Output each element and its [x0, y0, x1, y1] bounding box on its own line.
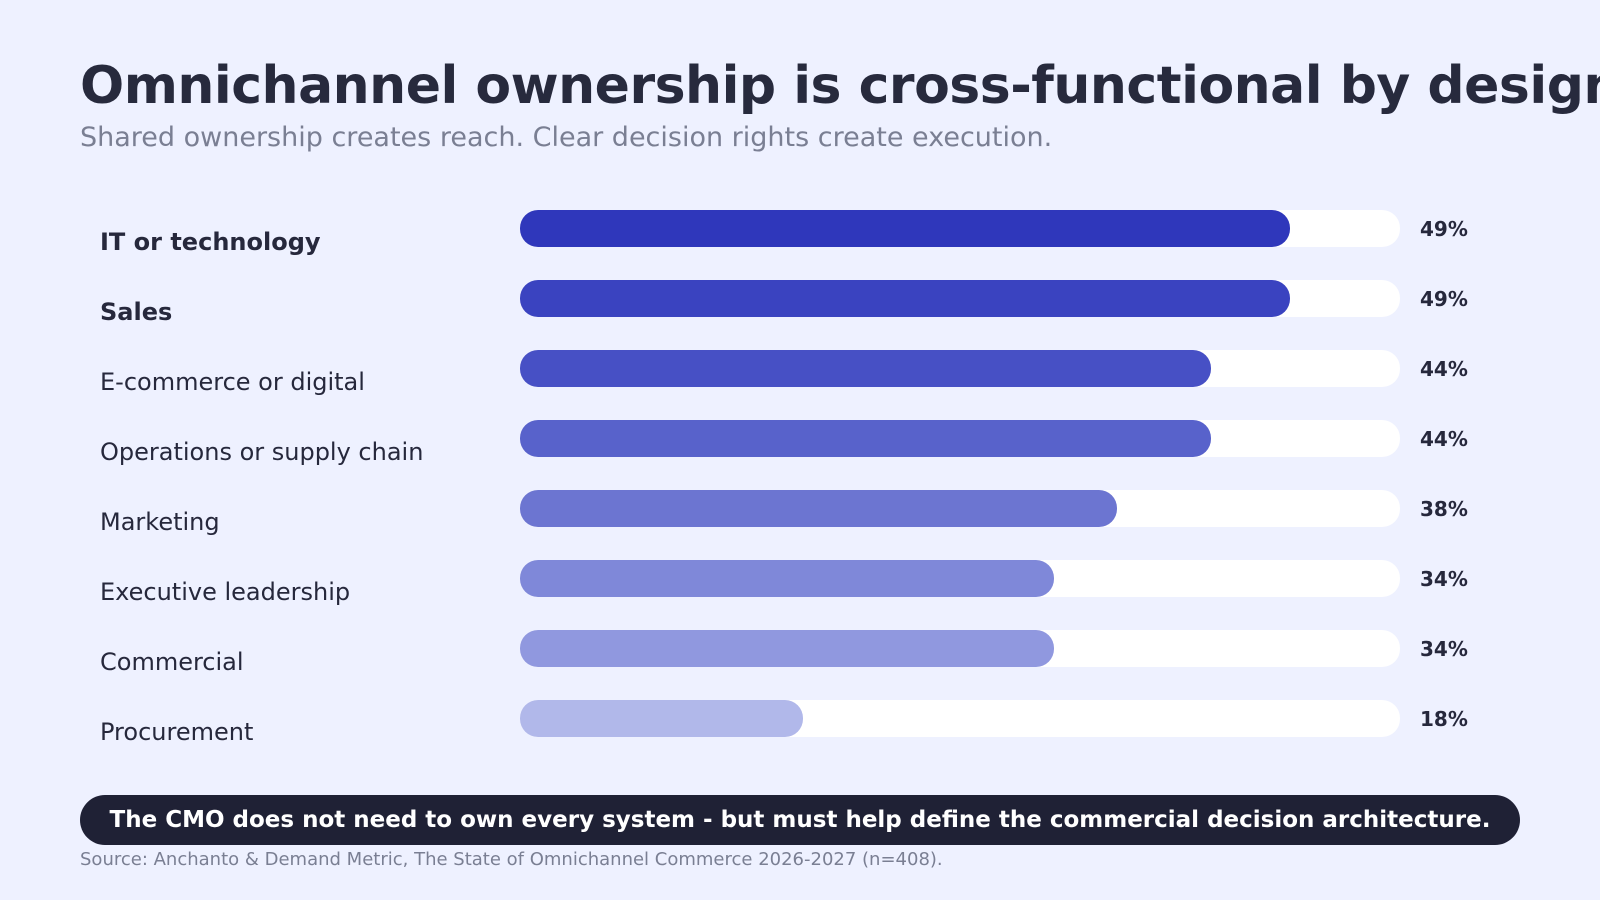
value-label: 49%	[1420, 217, 1468, 241]
callout-banner: The CMO does not need to own every syste…	[80, 795, 1520, 845]
category-label: IT or technology	[100, 228, 321, 256]
category-label: E-commerce or digital	[100, 368, 365, 396]
value-label: 44%	[1420, 357, 1468, 381]
bar-row: Commercial 34%	[0, 630, 1600, 700]
bar-row: Procurement 18%	[0, 700, 1600, 770]
source-note: Source: Anchanto & Demand Metric, The St…	[80, 849, 943, 870]
category-label: Executive leadership	[100, 578, 351, 606]
bar	[520, 350, 1211, 387]
bar-row: IT or technology 49%	[0, 210, 1600, 280]
bar	[520, 560, 1054, 597]
bar	[520, 490, 1117, 527]
bar-row: Executive leadership 34%	[0, 560, 1600, 630]
category-label: Sales	[100, 298, 173, 326]
value-label: 18%	[1420, 707, 1468, 731]
value-label: 44%	[1420, 427, 1468, 451]
bar	[520, 420, 1211, 457]
value-label: 34%	[1420, 567, 1468, 591]
value-label: 34%	[1420, 637, 1468, 661]
chart-title: Omnichannel ownership is cross-functiona…	[80, 56, 1600, 116]
bar	[520, 700, 803, 737]
value-label: 49%	[1420, 287, 1468, 311]
bar	[520, 280, 1290, 317]
category-label: Operations or supply chain	[100, 438, 424, 466]
bar-row: E-commerce or digital 44%	[0, 350, 1600, 420]
bar-row: Marketing 38%	[0, 490, 1600, 560]
value-label: 38%	[1420, 497, 1468, 521]
category-label: Marketing	[100, 508, 220, 536]
callout-text: The CMO does not need to own every syste…	[109, 807, 1491, 833]
bar	[520, 210, 1290, 247]
category-label: Commercial	[100, 648, 244, 676]
bar-row: Operations or supply chain 44%	[0, 420, 1600, 490]
bar-row: Sales 49%	[0, 280, 1600, 350]
category-label: Procurement	[100, 718, 254, 746]
chart-subtitle: Shared ownership creates reach. Clear de…	[80, 122, 1053, 153]
bar	[520, 630, 1054, 667]
